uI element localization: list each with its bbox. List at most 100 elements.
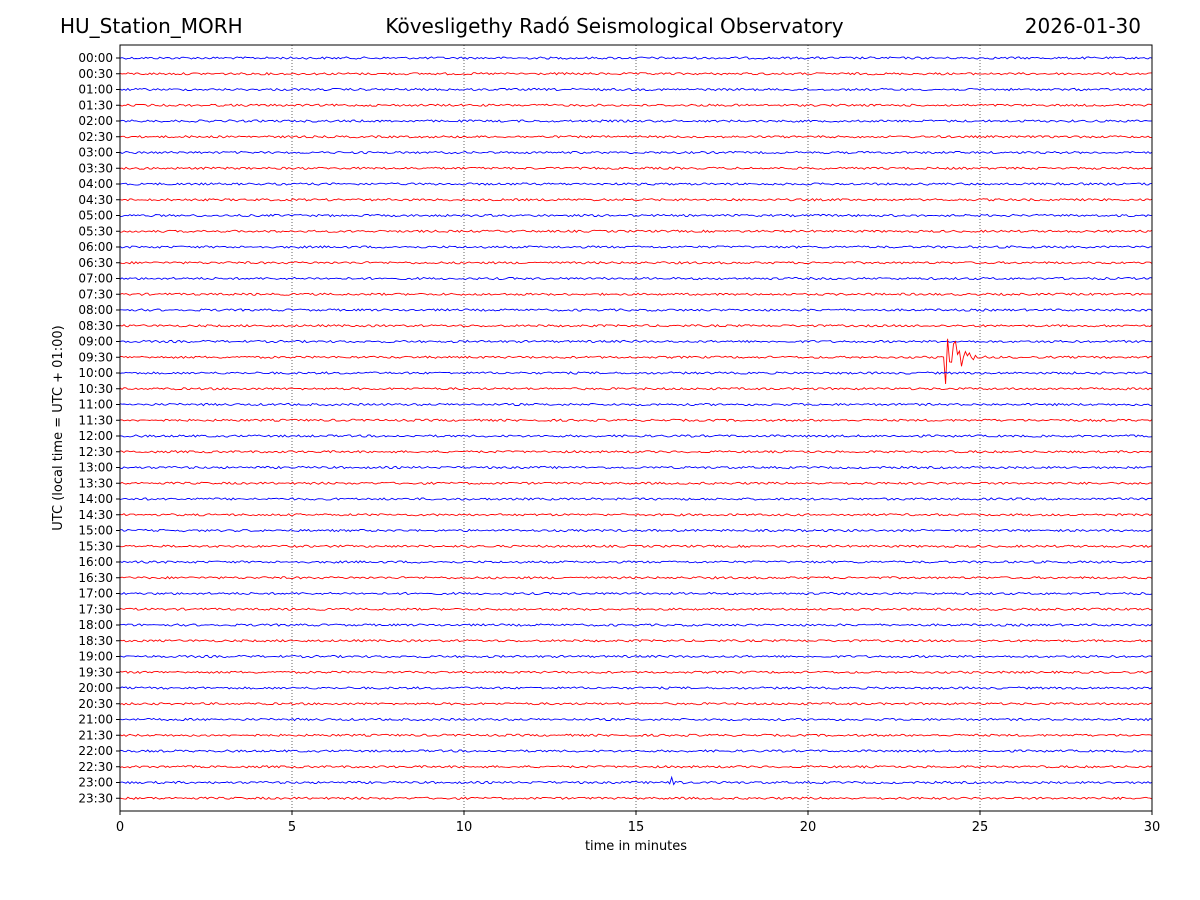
trace-row-0200 <box>119 119 1153 123</box>
x-tick-label-0: 0 <box>116 820 124 835</box>
y-tick-label-1900: 19:00 <box>78 650 113 664</box>
trace-row-0800 <box>120 308 1153 312</box>
y-tick-label-1930: 19:30 <box>78 665 113 679</box>
y-tick-label-0430: 04:30 <box>78 193 113 207</box>
trace-row-0400 <box>119 182 1153 186</box>
y-tick-label-0300: 03:00 <box>78 146 113 160</box>
trace-row-1530 <box>119 544 1153 548</box>
trace-row-1630 <box>119 576 1153 580</box>
y-tick-label-0930: 09:30 <box>78 350 113 364</box>
y-tick-label-2300: 23:00 <box>78 776 113 790</box>
trace-row-1400 <box>119 497 1153 501</box>
y-tick-label-1500: 15:00 <box>78 524 113 538</box>
x-tick-label-10: 10 <box>456 820 473 835</box>
y-tick-label-2030: 20:30 <box>78 697 113 711</box>
y-tick-label-0600: 06:00 <box>78 240 113 254</box>
y-tick-label-0730: 07:30 <box>78 287 113 301</box>
y-tick-label-0530: 05:30 <box>78 224 113 238</box>
x-tick-label-25: 25 <box>972 820 989 835</box>
y-tick-label-1330: 13:30 <box>78 476 113 490</box>
y-tick-label-0230: 02:30 <box>78 130 113 144</box>
chart-date: 2026-01-30 <box>1024 14 1141 38</box>
y-tick-label-2130: 21:30 <box>78 728 113 742</box>
x-tick-label-30: 30 <box>1144 820 1161 835</box>
trace-row-0930 <box>119 338 1153 385</box>
trace-row-1200 <box>119 434 1153 438</box>
trace-row-0100 <box>119 87 1153 92</box>
y-tick-label-0630: 06:30 <box>78 256 113 270</box>
y-tick-label-0700: 07:00 <box>78 272 113 286</box>
y-tick-label-1530: 15:30 <box>78 539 113 553</box>
trace-row-1130 <box>119 418 1153 422</box>
y-tick-label-1430: 14:30 <box>78 508 113 522</box>
y-tick-label-0100: 01:00 <box>78 83 113 97</box>
trace-row-0630 <box>119 261 1153 265</box>
trace-row-0130 <box>119 103 1153 107</box>
x-axis-ticks: 0 5 10 15 20 25 30 <box>116 811 1160 835</box>
y-tick-label-0830: 08:30 <box>78 319 113 333</box>
trace-row-0230 <box>119 135 1153 139</box>
trace-row-1330 <box>119 481 1153 485</box>
y-tick-label-0130: 01:30 <box>78 98 113 112</box>
y-tick-label-1400: 14:00 <box>78 492 113 506</box>
y-tick-label-0900: 09:00 <box>78 335 113 349</box>
trace-row-1430 <box>119 513 1153 517</box>
y-tick-label-1200: 12:00 <box>78 429 113 443</box>
y-tick-label-0800: 08:00 <box>78 303 113 317</box>
trace-row-1700 <box>119 591 1153 596</box>
y-tick-label-1100: 11:00 <box>78 398 113 412</box>
trace-row-0330 <box>119 166 1153 170</box>
y-tick-label-1730: 17:30 <box>78 602 113 616</box>
y-tick-label-1700: 17:00 <box>78 587 113 601</box>
trace-row-2330 <box>119 796 1153 800</box>
trace-row-2200 <box>119 749 1153 753</box>
y-tick-label-1230: 12:30 <box>78 445 113 459</box>
trace-row-1930 <box>119 670 1153 674</box>
y-tick-label-1300: 13:00 <box>78 461 113 475</box>
chart-title: Kövesligethy Radó Seismological Observat… <box>385 14 844 38</box>
trace-row-1300 <box>119 465 1153 470</box>
y-tick-label-0000: 00:00 <box>78 51 113 65</box>
trace-row-2030 <box>119 702 1153 706</box>
trace-row-2130 <box>119 733 1153 737</box>
y-tick-label-0500: 05:00 <box>78 209 113 223</box>
trace-row-1800 <box>119 623 1153 627</box>
y-tick-label-1630: 16:30 <box>78 571 113 585</box>
x-tick-label-20: 20 <box>800 820 817 835</box>
y-axis-label: UTC (local time = UTC + 01:00) <box>51 325 66 530</box>
y-tick-label-0200: 02:00 <box>78 114 113 128</box>
y-tick-label-1830: 18:30 <box>78 634 113 648</box>
trace-row-0900 <box>119 339 1153 344</box>
trace-row-0830 <box>119 324 1153 328</box>
y-tick-label-0030: 00:30 <box>78 67 113 81</box>
trace-row-2230 <box>119 765 1153 769</box>
trace-row-2300 <box>119 775 1153 786</box>
y-tick-label-2100: 21:00 <box>78 713 113 727</box>
grid-lines <box>291 45 981 811</box>
trace-row-1730 <box>119 607 1152 611</box>
trace-row-0430 <box>119 198 1153 202</box>
trace-row-1600 <box>119 560 1153 564</box>
y-tick-label-1000: 10:00 <box>78 366 113 380</box>
trace-rows <box>119 56 1153 800</box>
trace-row-2100 <box>119 717 1153 722</box>
y-tick-label-2330: 23:30 <box>78 791 113 805</box>
x-axis-label: time in minutes <box>585 839 687 854</box>
trace-row-0030 <box>119 72 1152 76</box>
trace-row-0300 <box>119 150 1153 155</box>
trace-row-0530 <box>119 229 1153 233</box>
trace-row-1030 <box>119 387 1153 391</box>
trace-row-1000 <box>119 371 1153 375</box>
trace-row-1100 <box>119 402 1153 407</box>
trace-row-0000 <box>119 56 1153 60</box>
trace-row-0730 <box>119 292 1153 296</box>
y-tick-label-2200: 22:00 <box>78 744 113 758</box>
trace-row-0600 <box>119 245 1152 249</box>
station-name: HU_Station_MORH <box>60 14 243 38</box>
y-tick-label-0330: 03:30 <box>78 161 113 175</box>
y-tick-label-1600: 16:00 <box>78 555 113 569</box>
y-tick-label-0400: 04:00 <box>78 177 113 191</box>
trace-row-1830 <box>119 639 1153 643</box>
